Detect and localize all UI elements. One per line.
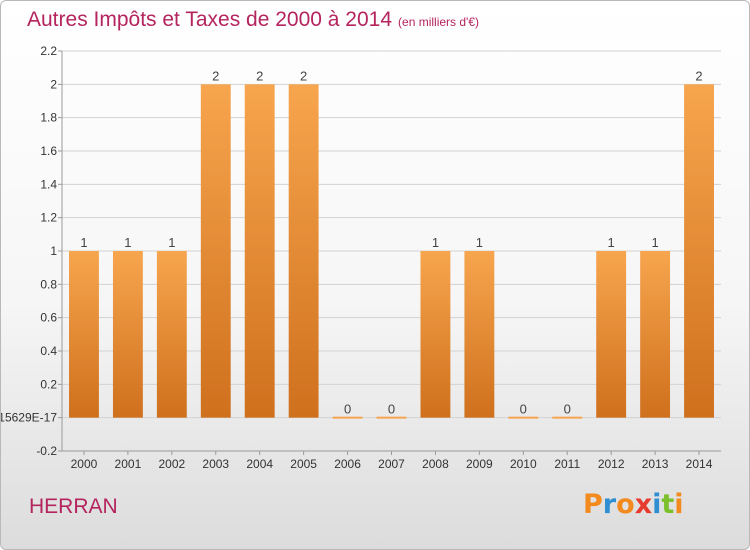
bar-2014 bbox=[684, 84, 714, 418]
bar-2005 bbox=[288, 84, 319, 418]
data-label-2005: 2 bbox=[300, 68, 307, 83]
y-tick-label: -1.665334536915629E-17 bbox=[1, 411, 57, 425]
bar-2009 bbox=[464, 251, 495, 418]
bar-2000 bbox=[69, 251, 99, 418]
x-tick-label-2013: 2013 bbox=[642, 457, 669, 471]
data-label-2010: 0 bbox=[520, 402, 527, 417]
bar-2012 bbox=[596, 251, 627, 418]
y-tick-label: 0.4 bbox=[40, 344, 57, 358]
x-tick-label-2007: 2007 bbox=[378, 457, 405, 471]
data-label-2012: 1 bbox=[608, 235, 615, 250]
logo-letter: t bbox=[661, 489, 675, 520]
logo-letter: P bbox=[583, 489, 603, 520]
data-label-2013: 1 bbox=[651, 235, 658, 250]
bar-2008 bbox=[420, 251, 451, 418]
x-tick-label-2010: 2010 bbox=[510, 457, 537, 471]
bar-2001 bbox=[112, 251, 143, 418]
bar-2013 bbox=[640, 251, 671, 418]
logo-letter: o bbox=[616, 489, 635, 520]
x-tick-label-2014: 2014 bbox=[686, 457, 713, 471]
data-label-2009: 1 bbox=[476, 235, 483, 250]
x-tick-label-2006: 2006 bbox=[334, 457, 361, 471]
x-tick-label-2008: 2008 bbox=[422, 457, 449, 471]
data-label-2004: 2 bbox=[256, 68, 263, 83]
data-label-2007: 0 bbox=[388, 402, 395, 417]
x-tick-label-2000: 2000 bbox=[71, 457, 98, 471]
data-label-2008: 1 bbox=[432, 235, 439, 250]
y-tick-label: -0.2 bbox=[36, 444, 57, 458]
x-tick-label-2004: 2004 bbox=[246, 457, 273, 471]
x-tick-label-2011: 2011 bbox=[554, 457, 580, 471]
data-label-2000: 1 bbox=[80, 235, 87, 250]
axis-layer: 2.2 2 1.8 1.6 1.4 1.2 1 0.8 0.6 0.4 0.2 -1.66533453… bbox=[1, 44, 721, 471]
x-tick-label-2009: 2009 bbox=[466, 457, 493, 471]
bar-layer bbox=[69, 84, 714, 419]
y-tick-label: 0.2 bbox=[40, 377, 57, 391]
x-tick-label-2002: 2002 bbox=[158, 457, 185, 471]
data-label-2001: 1 bbox=[124, 235, 131, 250]
logo-letter: x bbox=[634, 489, 653, 520]
y-tick-label: 2.2 bbox=[40, 44, 57, 58]
y-tick-label: 1.4 bbox=[40, 177, 57, 191]
chart-title: Autres Impôts et Taxes de 2000 à 2014 (en… bbox=[27, 8, 479, 32]
bar-2007 bbox=[376, 416, 407, 419]
y-tick-label: 0.6 bbox=[40, 311, 57, 325]
logo-letter: i bbox=[674, 489, 684, 520]
data-label-2002: 1 bbox=[168, 235, 175, 250]
x-tick-label-2001: 2001 bbox=[115, 457, 142, 471]
chart-unit: (en milliers d'€) bbox=[398, 15, 480, 29]
y-tick-label: 2 bbox=[50, 77, 57, 91]
data-label-2014: 2 bbox=[695, 68, 702, 83]
bar-2010 bbox=[508, 416, 539, 419]
bar-2002 bbox=[156, 251, 187, 418]
y-tick-label: 1 bbox=[50, 244, 57, 258]
logo-letter: i bbox=[652, 489, 662, 520]
proxiti-logo[interactable]: Proxiti bbox=[583, 489, 684, 520]
y-tick-label: 1.6 bbox=[40, 144, 57, 158]
chart-title-text: Autres Impôts et Taxes de 2000 à 2014 bbox=[27, 8, 393, 31]
y-tick-label: 1.8 bbox=[40, 111, 57, 125]
x-tick-label-2012: 2012 bbox=[598, 457, 625, 471]
bar-2006 bbox=[332, 416, 363, 419]
data-label-2003: 2 bbox=[212, 68, 219, 83]
data-label-2006: 0 bbox=[344, 402, 351, 417]
x-tick-label-2003: 2003 bbox=[202, 457, 229, 471]
x-tick-label-2005: 2005 bbox=[290, 457, 317, 471]
y-tick-label: 0.8 bbox=[40, 277, 57, 291]
data-label-2011: 0 bbox=[564, 402, 571, 417]
label-layer: 1 1 1 2 2 2 0 0 1 1 0 0 1 1 2 bbox=[80, 68, 702, 416]
bar-2004 bbox=[244, 84, 275, 418]
commune-name: HERRAN bbox=[29, 495, 118, 518]
y-tick-label: 1.2 bbox=[40, 211, 57, 225]
logo-letter: r bbox=[602, 489, 617, 520]
bar-2011 bbox=[552, 416, 583, 419]
bar-2003 bbox=[200, 84, 231, 418]
